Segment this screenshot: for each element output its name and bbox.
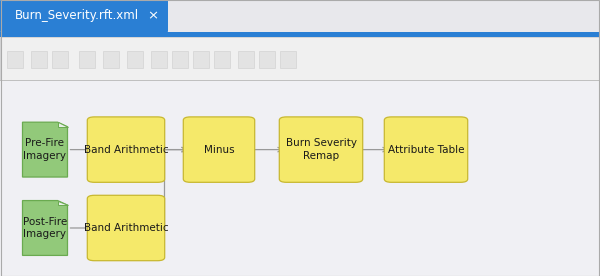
Polygon shape <box>58 122 67 127</box>
FancyBboxPatch shape <box>151 52 167 68</box>
Text: Band Arithmetic: Band Arithmetic <box>83 145 169 155</box>
Polygon shape <box>58 201 67 205</box>
Text: Burn Severity
Remap: Burn Severity Remap <box>286 138 356 161</box>
FancyBboxPatch shape <box>88 195 164 261</box>
FancyBboxPatch shape <box>7 52 23 68</box>
FancyBboxPatch shape <box>214 52 230 68</box>
FancyBboxPatch shape <box>184 117 254 182</box>
Text: Attribute Table: Attribute Table <box>388 145 464 155</box>
FancyBboxPatch shape <box>88 117 164 182</box>
FancyBboxPatch shape <box>172 52 188 68</box>
FancyBboxPatch shape <box>259 52 275 68</box>
FancyBboxPatch shape <box>238 52 254 68</box>
FancyBboxPatch shape <box>0 37 600 80</box>
FancyBboxPatch shape <box>0 80 600 276</box>
FancyBboxPatch shape <box>384 117 468 182</box>
Text: ×: × <box>148 9 158 22</box>
Text: Pre-Fire
Imagery: Pre-Fire Imagery <box>23 138 67 161</box>
FancyBboxPatch shape <box>280 52 296 68</box>
FancyBboxPatch shape <box>79 52 95 68</box>
Text: Burn_Severity.rft.xml: Burn_Severity.rft.xml <box>15 9 139 22</box>
FancyBboxPatch shape <box>0 0 168 34</box>
Polygon shape <box>23 122 67 177</box>
Polygon shape <box>23 201 67 255</box>
FancyBboxPatch shape <box>127 52 143 68</box>
Text: Band Arithmetic: Band Arithmetic <box>83 223 169 233</box>
Text: Post-Fire
Imagery: Post-Fire Imagery <box>23 217 67 239</box>
FancyBboxPatch shape <box>31 52 47 68</box>
FancyBboxPatch shape <box>0 32 600 37</box>
Text: Minus: Minus <box>203 145 235 155</box>
FancyBboxPatch shape <box>280 117 363 182</box>
FancyBboxPatch shape <box>52 52 68 68</box>
FancyBboxPatch shape <box>103 52 119 68</box>
FancyBboxPatch shape <box>193 52 209 68</box>
